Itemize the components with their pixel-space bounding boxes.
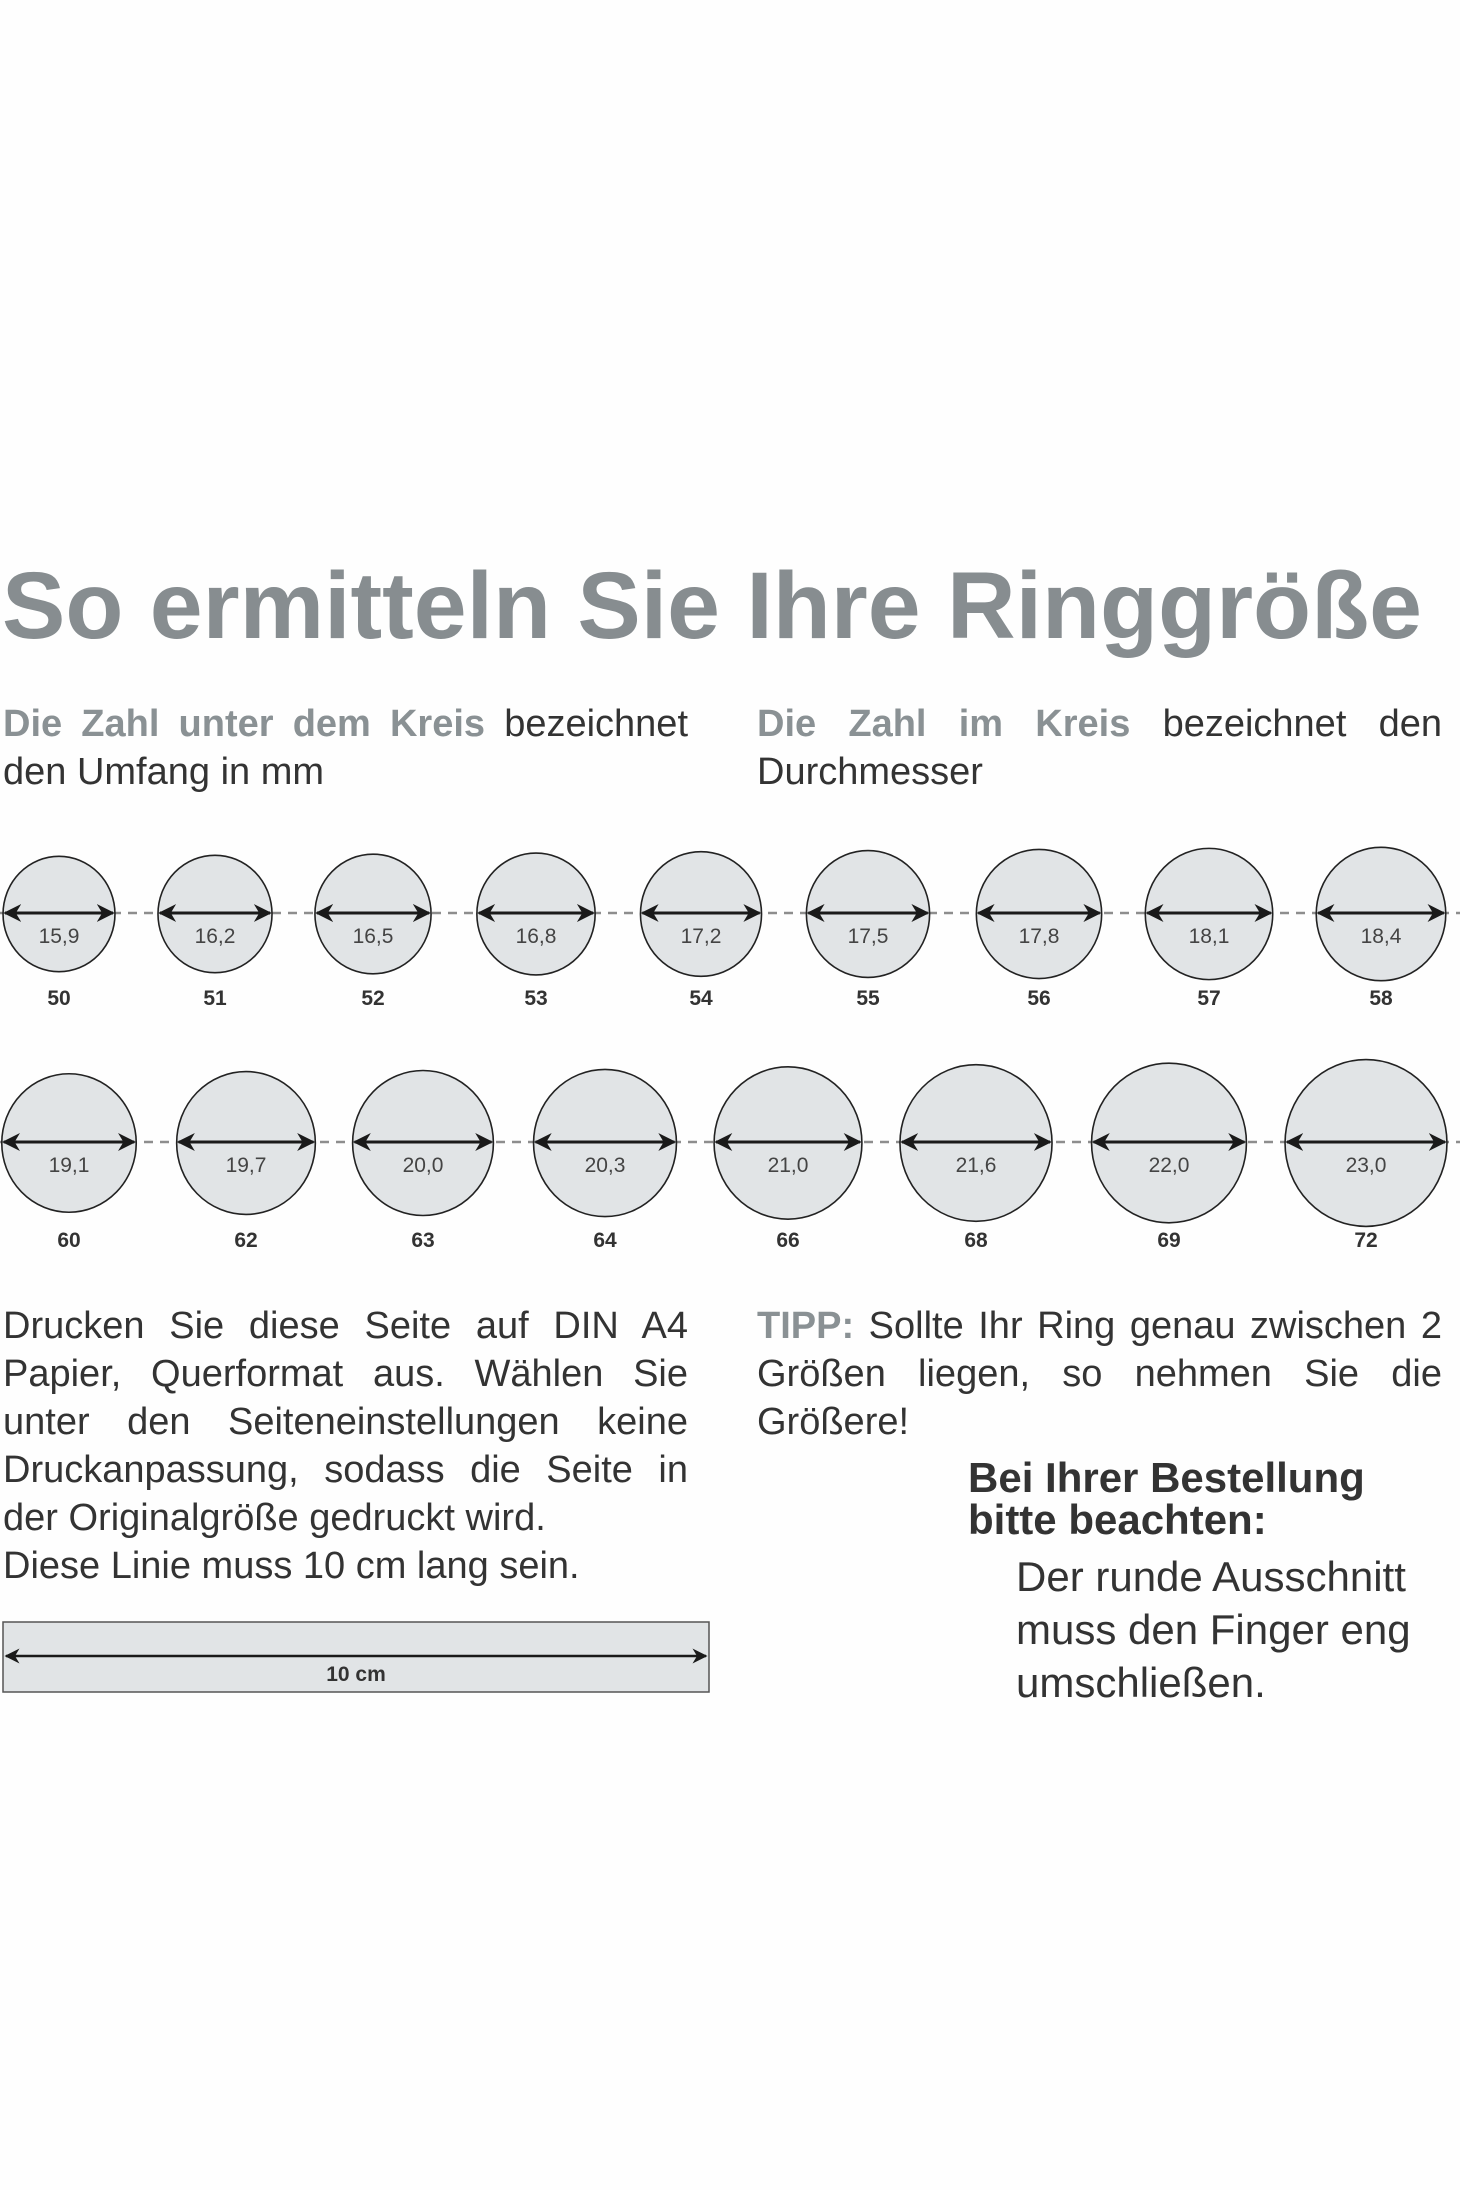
line-length-note: Diese Linie muss 10 cm lang sein.: [3, 1545, 580, 1587]
ring-57: 18,1 57: [1144, 847, 1274, 1010]
order-note-body: Der runde Ausschnitt muss den Finger eng u…: [1016, 1550, 1411, 1709]
ring-size-label: 52: [361, 987, 384, 1010]
ring-size-label: 54: [689, 987, 713, 1010]
ring-size-label: 57: [1197, 987, 1220, 1010]
ring-size-label: 56: [1027, 987, 1050, 1010]
diameter-text: bezeichnet den Durchmesser: [757, 703, 1443, 793]
ring-72: 23,0 72: [1284, 1058, 1448, 1252]
ring-53: 16,8 53: [476, 852, 596, 1010]
ring-diameter-label: 17,2: [681, 925, 722, 948]
ring-58: 18,4 58: [1315, 846, 1447, 1010]
ring-diameter-label: 18,4: [1361, 925, 1402, 948]
tip-text: Sollte Ihr Ring genau zwischen 2 Größen …: [757, 1305, 1442, 1443]
order-body-line: umschließen.: [1016, 1659, 1266, 1706]
ring-69: 22,0 69: [1090, 1062, 1248, 1252]
ring-diameter-label: 23,0: [1346, 1154, 1387, 1177]
ring-size-label: 66: [776, 1229, 799, 1252]
ring-size-label: 51: [203, 987, 227, 1010]
ring-size-label: 60: [57, 1229, 80, 1252]
order-body-line: Der runde Ausschnitt: [1016, 1553, 1406, 1600]
ring-68: 21,6 68: [899, 1063, 1053, 1252]
ring-51: 16,2 51: [157, 854, 273, 1010]
ring-62: 19,7 62: [175, 1070, 317, 1252]
ring-diameter-label: 22,0: [1149, 1154, 1190, 1177]
ring-size-label: 53: [524, 987, 547, 1010]
circumference-text: bezeichnet den Umfang in mm: [3, 703, 688, 793]
circumference-explanation: Die Zahl unter dem Kreis bezeichnet den …: [3, 700, 688, 796]
print-instructions-text: Drucken Sie diese Seite auf DIN A4 Papie…: [3, 1305, 688, 1539]
ring-size-label: 63: [411, 1229, 434, 1252]
ruler-label: 10 cm: [326, 1663, 386, 1686]
ring-diameter-label: 19,1: [49, 1154, 90, 1177]
order-heading-line: bitte beachten:: [968, 1496, 1267, 1543]
ring-size-label: 62: [234, 1229, 257, 1252]
ring-diameter-label: 19,7: [226, 1154, 267, 1177]
ring-diameter-label: 20,3: [585, 1154, 626, 1177]
ring-diameter-label: 17,5: [848, 925, 889, 948]
ring-diameter-label: 15,9: [39, 925, 80, 948]
circumference-highlight: Die Zahl unter dem Kreis: [3, 703, 486, 745]
ring-diameter-label: 16,5: [353, 925, 394, 948]
ring-size-label: 64: [593, 1229, 617, 1252]
ring-diameter-label: 16,2: [195, 925, 236, 948]
ring-54: 17,2 54: [639, 850, 763, 1010]
order-body-line: muss den Finger eng: [1016, 1606, 1411, 1653]
ring-size-label: 50: [47, 987, 70, 1010]
ring-66: 21,0 66: [713, 1066, 863, 1252]
ring-size-label: 69: [1157, 1229, 1180, 1252]
ring-size-label: 55: [856, 987, 880, 1010]
ring-diameter-label: 20,0: [403, 1154, 444, 1177]
ring-52: 16,5 52: [314, 853, 432, 1010]
ring-size-label: 68: [964, 1229, 988, 1252]
ring-diameter-label: 18,1: [1189, 925, 1230, 948]
order-heading-line: Bei Ihrer Bestellung: [968, 1454, 1365, 1501]
tip: TIPP: Sollte Ihr Ring genau zwischen 2 G…: [757, 1302, 1442, 1446]
ring-diameter-label: 16,8: [516, 925, 557, 948]
ring-64: 20,3 64: [532, 1068, 678, 1252]
ring-diameter-label: 17,8: [1019, 925, 1060, 948]
diameter-highlight: Die Zahl im Kreis: [757, 703, 1131, 745]
print-instructions: Drucken Sie diese Seite auf DIN A4 Papie…: [3, 1302, 688, 1590]
order-note-heading: Bei Ihrer Bestellung bitte beachten:: [968, 1457, 1365, 1541]
ten-cm-ruler: 10 cm: [2, 1621, 710, 1693]
ring-60: 19,1 60: [0, 1072, 138, 1252]
ring-55: 17,5 55: [805, 849, 931, 1010]
ring-50: 15,9 50: [2, 855, 116, 1010]
ring-diameter-label: 21,0: [768, 1154, 809, 1177]
page-title: So ermitteln Sie Ihre Ringgröße: [2, 553, 1422, 659]
diameter-explanation: Die Zahl im Kreis bezeichnet den Durchme…: [757, 700, 1442, 796]
tip-label: TIPP:: [757, 1305, 855, 1347]
ring-56: 17,8 56: [975, 848, 1103, 1010]
ring-63: 20,0 63: [351, 1069, 495, 1252]
ring-size-label: 58: [1369, 987, 1393, 1010]
ring-diameter-label: 21,6: [956, 1154, 997, 1177]
ring-size-label: 72: [1354, 1229, 1377, 1252]
